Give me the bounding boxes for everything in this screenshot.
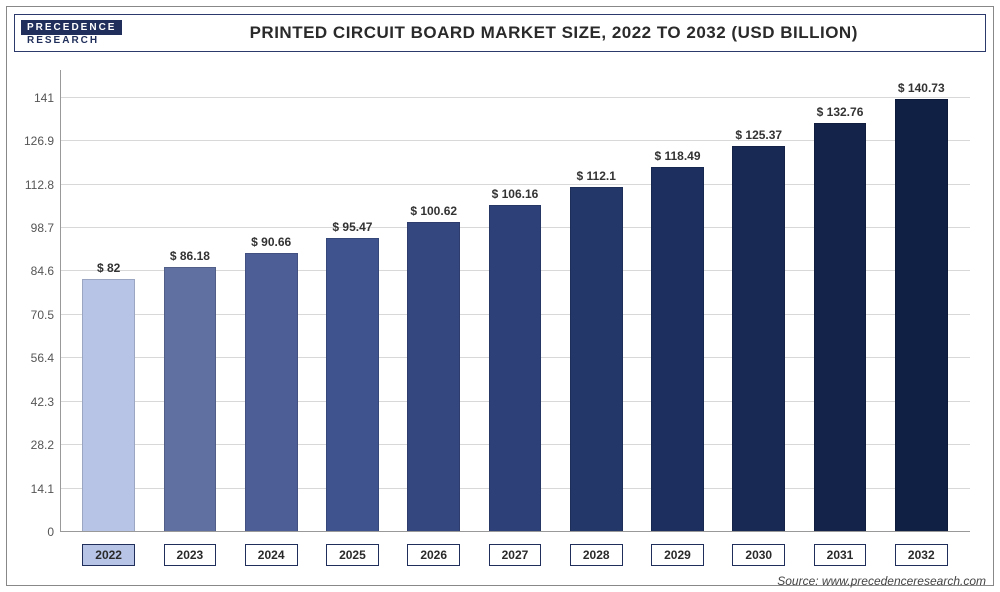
bar	[732, 146, 785, 532]
bar-value-label: $ 106.16	[492, 187, 539, 201]
bar	[814, 123, 867, 532]
y-axis-line	[60, 70, 61, 532]
y-tick-label: 70.5	[12, 308, 54, 322]
bar	[895, 99, 948, 532]
x-tick-box: 2023	[153, 544, 226, 566]
y-tick-label: 112.8	[12, 178, 54, 192]
bar-value-label: $ 112.1	[577, 169, 616, 183]
x-tick-box: 2030	[722, 544, 795, 566]
bar-value-label: $ 140.73	[898, 81, 945, 95]
y-tick-label: 126.9	[12, 134, 54, 148]
x-tick-box: 2031	[803, 544, 876, 566]
brand-logo: PRECEDENCE RESEARCH	[21, 20, 122, 46]
x-tick-box: 2032	[885, 544, 958, 566]
y-tick-label: 98.7	[12, 221, 54, 235]
bar-wrap: $ 106.16	[478, 70, 551, 532]
logo-bottom: RESEARCH	[21, 35, 122, 46]
x-tick-label: 2028	[570, 544, 623, 566]
bar-wrap: $ 95.47	[316, 70, 389, 532]
bar-value-label: $ 95.47	[332, 220, 372, 234]
bar-wrap: $ 118.49	[641, 70, 714, 532]
bar	[407, 222, 460, 532]
bar-wrap: $ 100.62	[397, 70, 470, 532]
bar-wrap: $ 90.66	[235, 70, 308, 532]
x-tick-label: 2024	[245, 544, 298, 566]
x-tick-label: 2023	[164, 544, 217, 566]
bars-container: $ 82 $ 86.18 $ 90.66 $ 95.47 $ 100.62 $ 106.1…	[60, 70, 970, 532]
chart-title: PRINTED CIRCUIT BOARD MARKET SIZE, 2022 …	[122, 23, 985, 43]
bar	[489, 205, 542, 532]
plot-area: 014.128.242.356.470.584.698.7112.8126.91…	[60, 70, 970, 532]
x-tick-label: 2030	[732, 544, 785, 566]
x-tick-label: 2026	[407, 544, 460, 566]
bar-wrap: $ 140.73	[885, 70, 958, 532]
bar-value-label: $ 125.37	[735, 128, 782, 142]
x-tick-label: 2027	[489, 544, 542, 566]
y-tick-label: 84.6	[12, 264, 54, 278]
y-tick-label: 56.4	[12, 351, 54, 365]
bar-wrap: $ 132.76	[803, 70, 876, 532]
bar-wrap: $ 112.1	[560, 70, 633, 532]
bar-wrap: $ 82	[72, 70, 145, 532]
y-tick-label: 0	[12, 525, 54, 539]
x-axis: 2022 2023 2024 2025 2026 2027 2028 2029 2030 2031…	[60, 544, 970, 566]
bar-wrap: $ 86.18	[153, 70, 226, 532]
y-tick-label: 141	[12, 91, 54, 105]
x-tick-label: 2032	[895, 544, 948, 566]
bar	[82, 279, 135, 532]
bar-value-label: $ 82	[97, 261, 120, 275]
bar	[164, 267, 217, 532]
x-tick-box: 2028	[560, 544, 633, 566]
x-tick-box: 2029	[641, 544, 714, 566]
bar-wrap: $ 125.37	[722, 70, 795, 532]
y-tick-label: 14.1	[12, 482, 54, 496]
bar-value-label: $ 86.18	[170, 249, 210, 263]
x-tick-box: 2024	[235, 544, 308, 566]
bar	[570, 187, 623, 532]
x-tick-box: 2025	[316, 544, 389, 566]
x-tick-label: 2025	[326, 544, 379, 566]
bar	[651, 167, 704, 532]
bar-value-label: $ 132.76	[817, 105, 864, 119]
x-tick-box: 2022	[72, 544, 145, 566]
x-tick-box: 2027	[478, 544, 551, 566]
header-bar: PRECEDENCE RESEARCH PRINTED CIRCUIT BOAR…	[14, 14, 986, 52]
x-tick-label: 2029	[651, 544, 704, 566]
bar	[245, 253, 298, 532]
source-label: Source: www.precedenceresearch.com	[777, 574, 986, 588]
bar	[326, 238, 379, 532]
x-axis-line	[60, 531, 970, 532]
y-tick-label: 28.2	[12, 438, 54, 452]
y-tick-label: 42.3	[12, 395, 54, 409]
bar-value-label: $ 100.62	[410, 204, 457, 218]
x-tick-label: 2031	[814, 544, 867, 566]
bar-value-label: $ 118.49	[654, 149, 700, 163]
x-tick-box: 2026	[397, 544, 470, 566]
x-tick-label: 2022	[82, 544, 135, 566]
logo-top: PRECEDENCE	[21, 20, 122, 35]
bar-value-label: $ 90.66	[251, 235, 291, 249]
